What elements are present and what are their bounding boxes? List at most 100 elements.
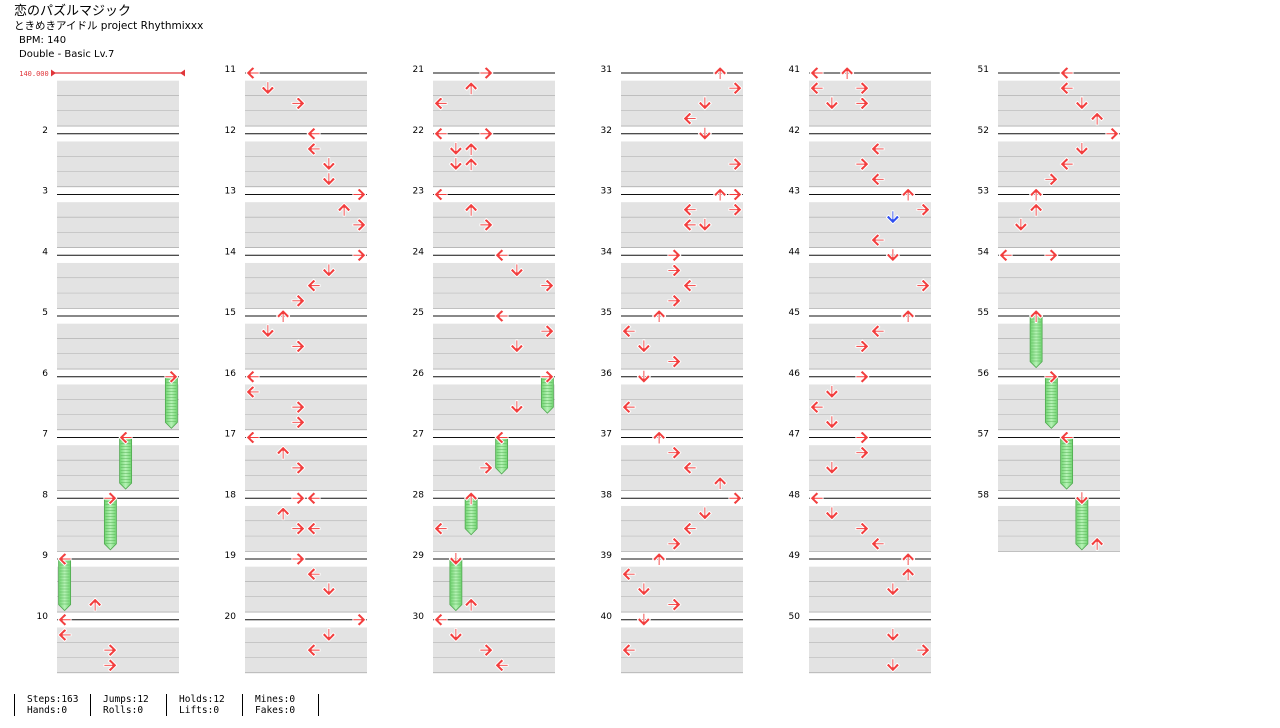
- beat-band: [621, 262, 743, 278]
- beat-band: [621, 399, 743, 415]
- beat-band: [809, 597, 931, 613]
- measure-number: 33: [601, 187, 612, 197]
- beat-band: [433, 642, 555, 658]
- beat-band: [245, 627, 367, 643]
- beat-band: [998, 475, 1120, 491]
- beat-band: [433, 80, 555, 96]
- stat-steps-hands: Steps:163 Hands:0: [14, 694, 90, 716]
- measure-number: 9: [42, 551, 48, 561]
- beat-band: [998, 445, 1120, 461]
- arrow-left-icon: [682, 111, 697, 126]
- beat-band: [621, 536, 743, 552]
- arrow-right-icon: [164, 369, 179, 384]
- arrow-right-icon: [479, 126, 494, 141]
- arrow-up-icon: [1090, 111, 1105, 126]
- arrow-left-icon: [809, 491, 824, 506]
- beat-band: [809, 141, 931, 157]
- arrow-right-icon: [103, 658, 118, 673]
- beat-band: [245, 202, 367, 218]
- measure-number: 46: [789, 369, 801, 379]
- arrow-left-icon: [682, 521, 697, 536]
- arrow-right-icon: [855, 445, 870, 460]
- measure-number: 10: [37, 612, 49, 622]
- arrow-down-icon: [824, 506, 839, 521]
- beat-band: [57, 414, 179, 430]
- arrow-left-icon: [57, 552, 72, 566]
- measure-number: 26: [413, 369, 425, 379]
- beat-band: [809, 111, 931, 127]
- beat-band: [809, 338, 931, 354]
- beat-band: [998, 521, 1120, 537]
- arrow-up-icon: [652, 430, 667, 445]
- arrow-up-icon: [1090, 536, 1105, 551]
- arrow-down-icon: [697, 217, 712, 232]
- stat-rolls: Rolls:0: [103, 705, 144, 716]
- arrow-right-icon: [291, 521, 306, 536]
- arrow-right-icon: [291, 293, 306, 308]
- beat-band: [57, 338, 179, 354]
- beat-band: [998, 202, 1120, 218]
- arrow-down-icon: [1074, 491, 1089, 506]
- beat-band: [57, 399, 179, 415]
- arrow-right-icon: [291, 491, 306, 506]
- hold-note: [164, 376, 178, 429]
- beat-band: [809, 217, 931, 233]
- beat-band: [809, 627, 931, 643]
- arrow-right-icon: [291, 96, 306, 111]
- beat-band: [245, 657, 367, 673]
- beat-band: [57, 217, 179, 233]
- beat-band: [245, 642, 367, 658]
- beat-band: [57, 80, 179, 96]
- beat-band: [433, 521, 555, 537]
- beat-band: [245, 232, 367, 248]
- arrow-right-icon: [728, 187, 743, 202]
- arrow-right-icon: [1044, 369, 1059, 384]
- arrow-down-icon: [509, 400, 524, 415]
- arrow-up-icon: [337, 202, 352, 217]
- hold-note: [1029, 315, 1043, 369]
- beat-band: [621, 141, 743, 157]
- arrow-up-icon: [1029, 309, 1044, 323]
- arrow-left-icon: [998, 248, 1013, 263]
- arrow-up-icon: [464, 141, 479, 156]
- beat-band: [621, 642, 743, 658]
- arrow-right-icon: [540, 324, 555, 339]
- arrow-up-icon: [464, 202, 479, 217]
- arrow-left-icon: [494, 430, 509, 445]
- arrow-down-icon: [697, 126, 712, 141]
- beat-band: [998, 95, 1120, 111]
- arrow-left-icon: [245, 384, 260, 399]
- beat-band: [245, 581, 367, 597]
- arrow-down-icon: [321, 157, 336, 172]
- measure-number: 7: [42, 430, 48, 440]
- measure-number: 32: [601, 126, 612, 136]
- beat-band: [433, 278, 555, 294]
- arrow-right-icon: [667, 445, 682, 460]
- beat-band: [809, 414, 931, 430]
- beat-band: [245, 141, 367, 157]
- arrow-right-icon: [1105, 126, 1120, 141]
- arrow-left-icon: [118, 430, 133, 445]
- beat-band: [998, 460, 1120, 476]
- beat-band: [433, 354, 555, 370]
- measure-number: 2: [42, 126, 48, 136]
- beat-band: [621, 232, 743, 248]
- beat-band: [433, 460, 555, 476]
- beat-band: [245, 80, 367, 96]
- hold-note: [58, 558, 72, 612]
- arrow-down-icon: [697, 96, 712, 111]
- arrow-left-icon: [433, 521, 448, 536]
- beat-band: [809, 475, 931, 491]
- beat-band: [433, 156, 555, 172]
- beat-band: [998, 399, 1120, 415]
- arrow-right-icon: [291, 460, 306, 475]
- stat-steps: Steps:163: [27, 694, 79, 705]
- arrow-left-icon: [306, 491, 321, 506]
- measure-number: 38: [601, 490, 613, 500]
- measure-number: 24: [413, 247, 425, 257]
- beat-band: [433, 338, 555, 354]
- measure-number: 58: [978, 490, 990, 500]
- measure-number: 43: [789, 187, 800, 197]
- measure-number: 13: [225, 187, 236, 197]
- beat-band: [809, 566, 931, 582]
